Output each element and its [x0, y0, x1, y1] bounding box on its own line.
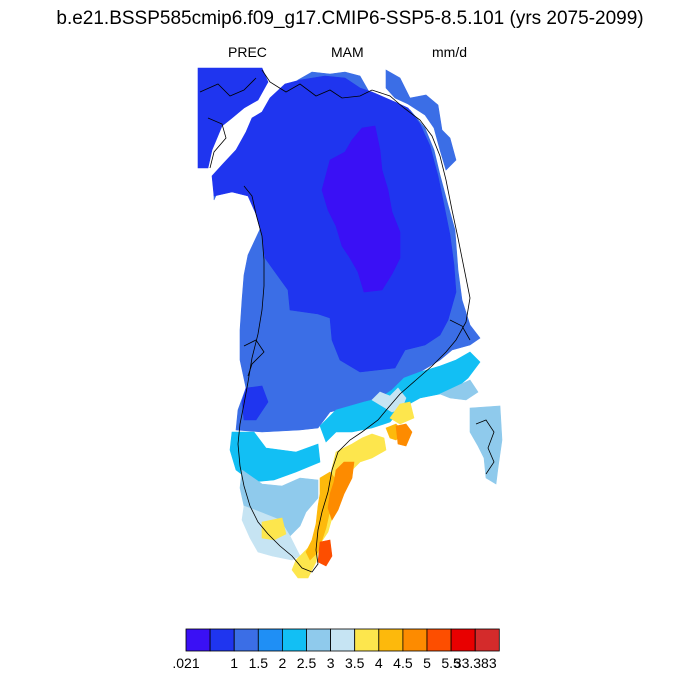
colorbar-boxes [185, 628, 500, 652]
map-cell [317, 539, 333, 567]
colorbar-box [474, 628, 500, 652]
colorbar-tick-label: 5.5 [441, 655, 461, 671]
colorbar-tick-label: 4.5 [393, 655, 413, 671]
colorbar-box [378, 628, 404, 652]
map-cell [241, 385, 269, 421]
colorbar-box [450, 628, 476, 652]
colorbar-tick-label: 3.5 [345, 655, 365, 671]
colorbar-box [233, 628, 259, 652]
season-label: MAM [331, 44, 364, 60]
colorbar-tick-label: 3 [327, 655, 335, 671]
map-cell [469, 405, 503, 485]
coastline-path [199, 77, 257, 97]
colorbar-box [281, 628, 307, 652]
colorbar-tick-label: 33.383 [454, 655, 497, 671]
colorbar-tick-label: 4 [375, 655, 383, 671]
plot-title: b.e21.BSSP585cmip6.f09_g17.CMIP6-SSP5-8.… [56, 8, 644, 29]
colorbar-box [185, 628, 211, 652]
colorbar-box [426, 628, 452, 652]
variable-label: PREC [228, 44, 267, 60]
map-cell [395, 423, 413, 447]
coastline-path [449, 319, 471, 341]
map-cell [389, 401, 415, 425]
colorbar-box [402, 628, 428, 652]
map-cell [385, 69, 457, 171]
coastline-path [243, 339, 265, 377]
colorbar-box [209, 628, 235, 652]
map-cell [321, 125, 401, 293]
colorbar-tick-label: 2.5 [297, 655, 317, 671]
map-cell [371, 387, 407, 413]
colorbar-labels: .021 1 1.5 2 2.5 3 3.5 4 4.5 5 5.533.383 [172, 655, 496, 671]
coastline-path [237, 69, 471, 573]
map-cell [439, 379, 479, 401]
units-label: mm/d [432, 44, 467, 60]
colorbar-tick-label: 5 [423, 655, 431, 671]
colorbar-tick-label: .021 [172, 655, 199, 671]
colorbar-box [354, 628, 380, 652]
map-cell [197, 67, 269, 169]
colorbar-tick-label: 2 [279, 655, 287, 671]
coastline [199, 69, 495, 573]
colorbar-box [257, 628, 283, 652]
colorbar-tick-label: 1 [230, 655, 238, 671]
coastline-path [207, 117, 227, 169]
map-cells [197, 67, 503, 579]
colorbar-tick-label: 1.5 [249, 655, 269, 671]
map-cell [229, 431, 321, 483]
coastline-path [475, 419, 495, 475]
colorbar-box [330, 628, 356, 652]
colorbar-box [306, 628, 332, 652]
map-cell [327, 461, 355, 521]
